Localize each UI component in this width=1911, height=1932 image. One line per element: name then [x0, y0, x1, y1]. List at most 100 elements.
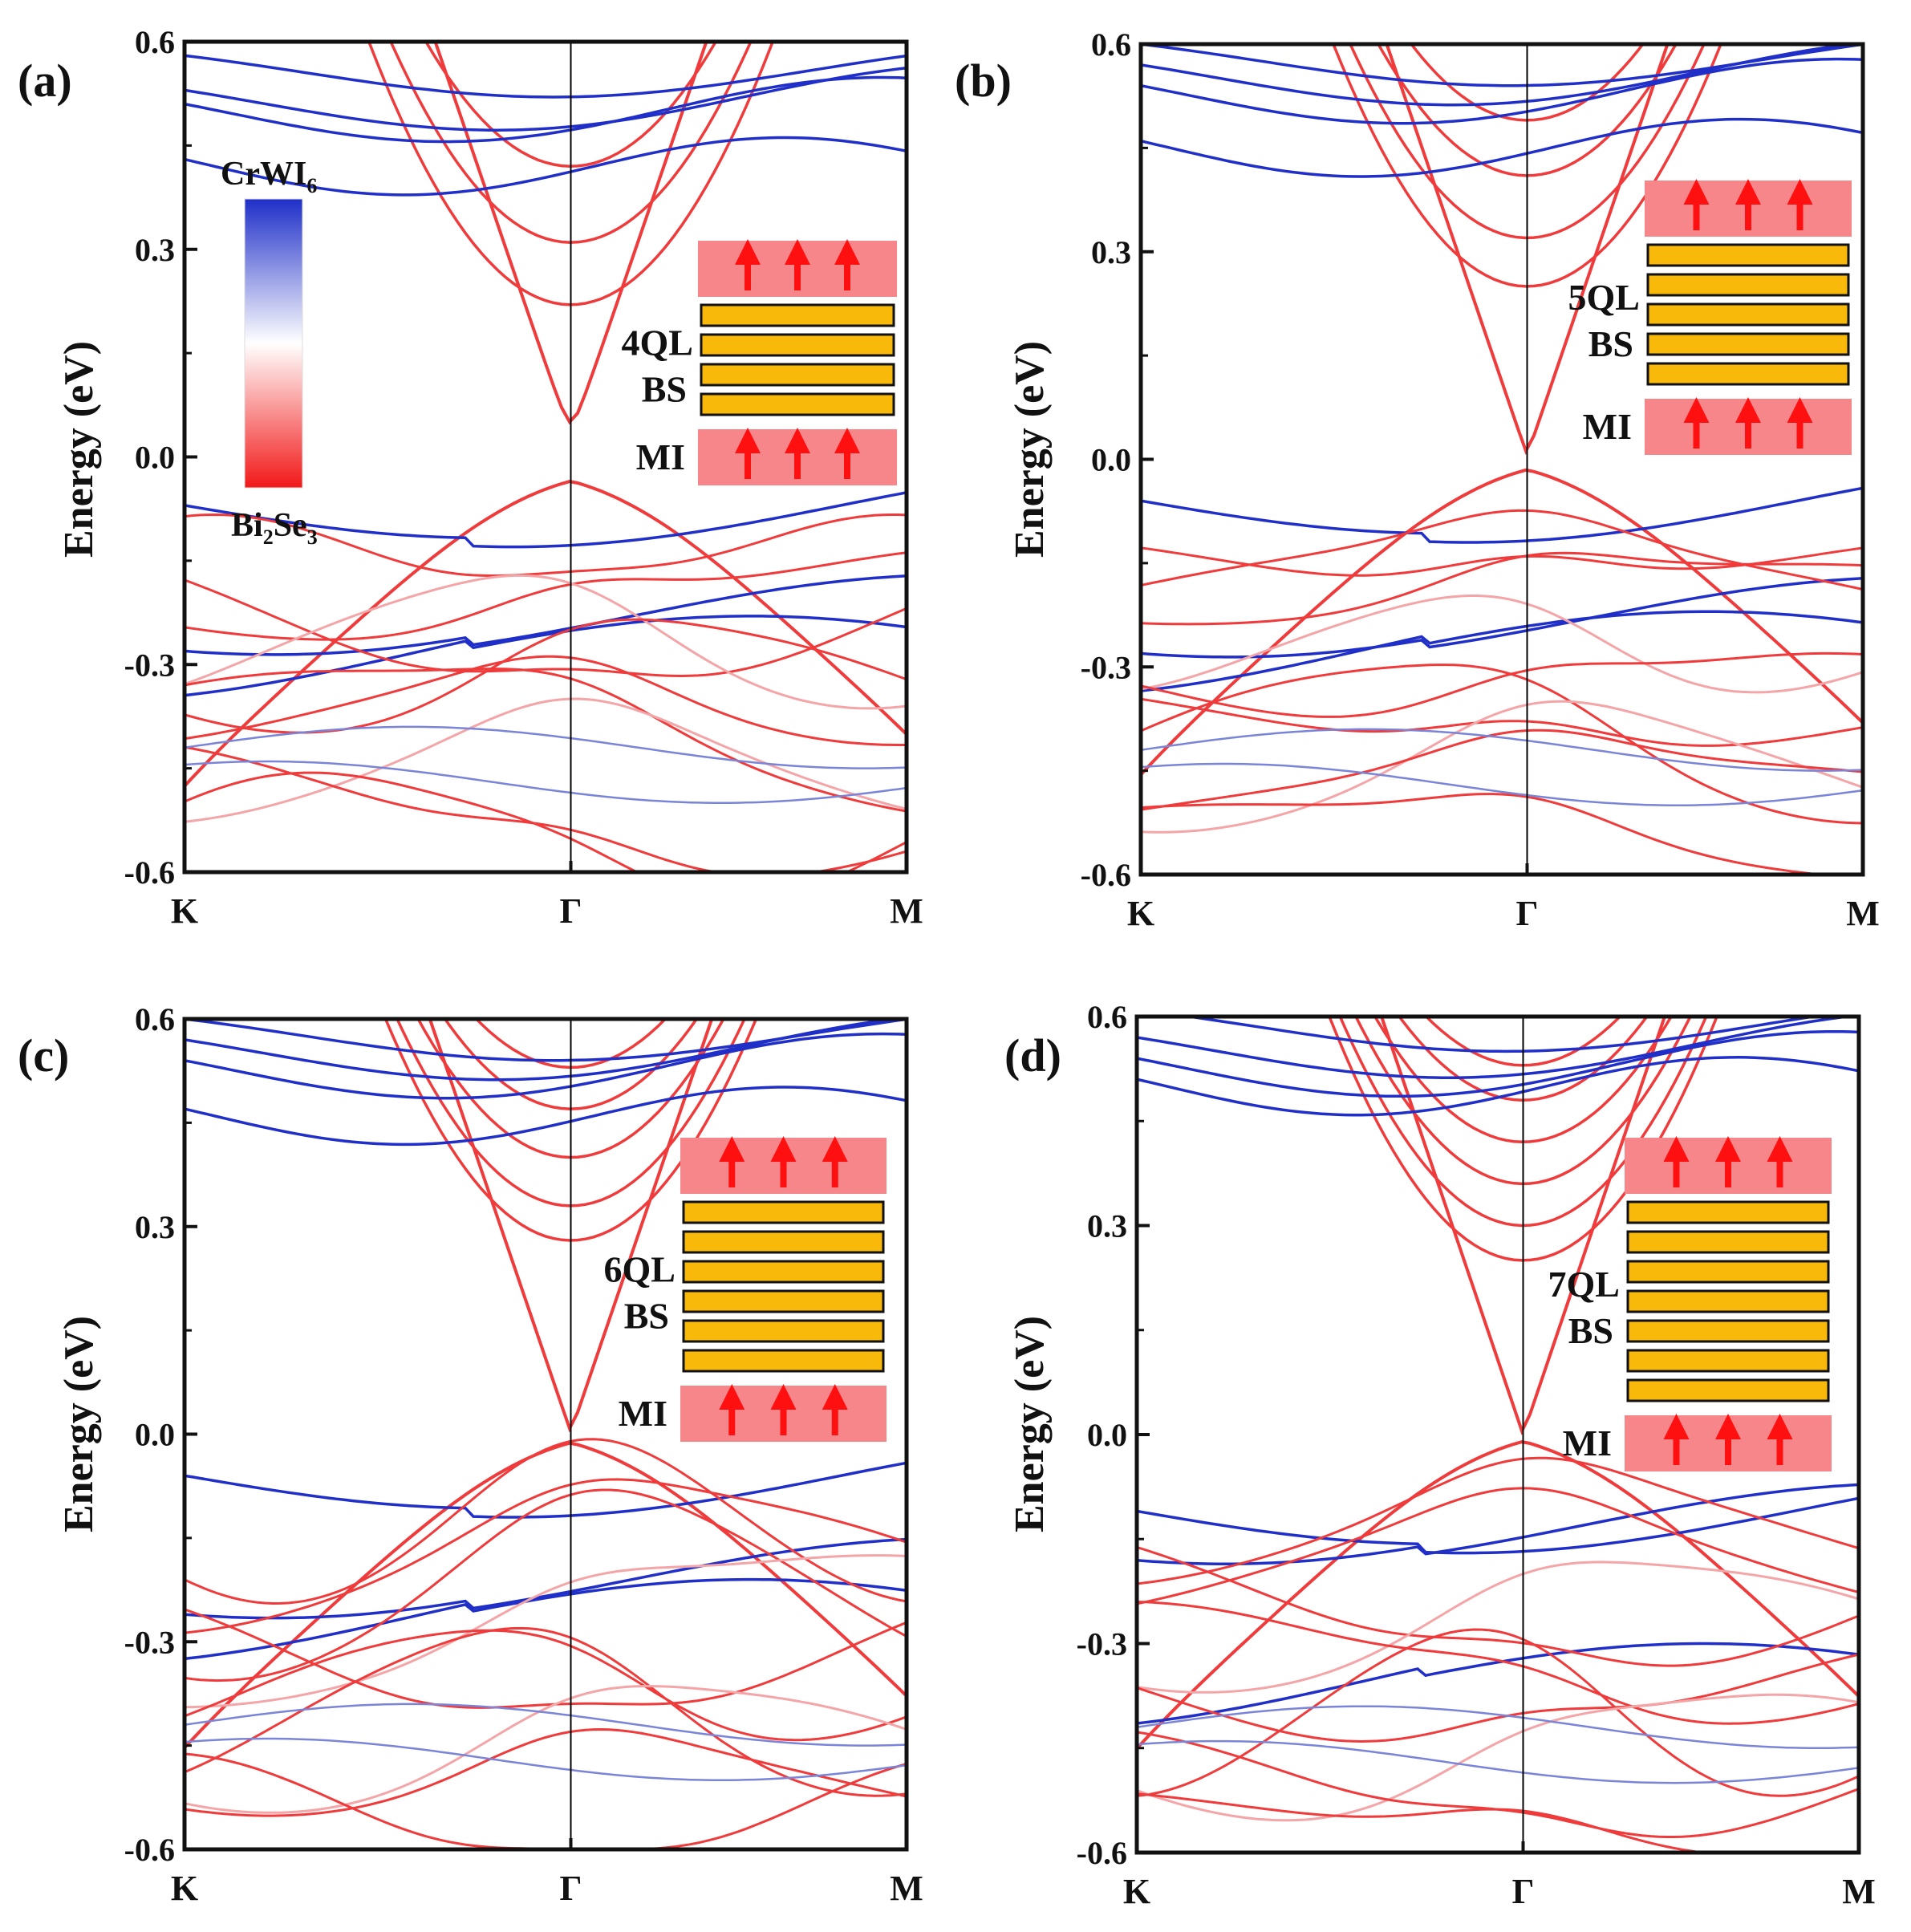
quintuple-layer	[700, 333, 895, 357]
quintuple-layer	[700, 303, 895, 327]
dirac-lower-band	[1137, 1440, 1859, 1751]
crwi6-upper-band	[185, 54, 907, 99]
crwi6-lower-band	[185, 615, 907, 697]
conduction-band	[367, 42, 774, 306]
mixed-band	[185, 725, 907, 769]
mixed-band	[1137, 1705, 1859, 1749]
y-tick-label: 0.6	[1091, 26, 1131, 63]
y-tick-label: 0.3	[135, 232, 175, 268]
crwi6-lower-band	[1137, 1496, 1859, 1555]
quintuple-layer	[1646, 332, 1850, 356]
crwi6-upper-band	[185, 136, 907, 197]
bi2se3-valence-band	[185, 1438, 907, 1605]
quintuple-layer	[682, 1230, 885, 1254]
quintuple-layer	[1626, 1260, 1830, 1284]
legend-top-label: CrWI6	[221, 156, 317, 197]
mixed-band	[1141, 762, 1863, 806]
quintuple-layer	[1626, 1230, 1830, 1254]
bi2se3-valence-band	[185, 574, 907, 710]
conduction-band	[1377, 44, 1678, 177]
bi2se3-valence-band	[185, 1727, 907, 1817]
y-tick-label: 0.6	[135, 1001, 175, 1037]
bands-3	[1137, 1017, 1859, 1853]
bi2se3-valence-band	[1141, 595, 1863, 694]
bs-label: BS	[1588, 323, 1633, 364]
conduction-band	[396, 1019, 746, 1208]
bi2se3-valence-band	[1137, 1653, 1859, 1743]
bi2se3-valence-band	[1137, 1456, 1859, 1585]
layer-count-label: 7QL	[1548, 1264, 1620, 1305]
bands-2	[185, 1019, 907, 1849]
bi2se3-valence-band	[1141, 664, 1863, 825]
color-bar-legend: CrWI6 Bi2Se3	[221, 156, 318, 549]
bi2se3-valence-band	[185, 551, 907, 641]
quintuple-layer	[1626, 1349, 1830, 1373]
bs-label: BS	[1568, 1310, 1613, 1351]
bi2se3-valence-band	[185, 697, 907, 823]
bi2se3-valence-band	[185, 1488, 907, 1682]
crwi6-lower-band	[185, 491, 907, 549]
heterostructure-inset: 6QL BS MI	[604, 1136, 887, 1442]
mi-label: MI	[636, 436, 685, 477]
bi2se3-valence-band	[1137, 1693, 1859, 1822]
mi-label: MI	[1563, 1423, 1612, 1463]
quintuple-layer	[700, 392, 895, 416]
dirac-upper-band	[428, 1019, 714, 1433]
bi2se3-valence-band	[185, 745, 907, 872]
quintuple-layer	[1646, 302, 1850, 327]
conduction-band	[416, 1019, 725, 1159]
layer-count-label: 5QL	[1568, 277, 1640, 318]
k-point-label: K	[171, 1869, 198, 1908]
panel-label: (c)	[18, 1029, 69, 1082]
crwi6-lower-band	[1137, 1642, 1859, 1725]
crwi6-upper-band	[185, 1032, 907, 1100]
crwi6-upper-band	[185, 67, 907, 132]
quintuple-layer	[682, 1200, 885, 1224]
crwi6-lower-band	[185, 1577, 907, 1661]
bi2se3-valence-band	[185, 618, 907, 734]
conduction-band	[1373, 1017, 1674, 1144]
y-tick-label: 0.0	[1091, 442, 1131, 478]
k-point-label: Γ	[1516, 894, 1539, 933]
panel-0: 0.6 0.3 0.0 -0.3 -0.6K Γ M (a) Energy (eV) 4QL BS M…	[18, 24, 923, 931]
conduction-band	[474, 1019, 667, 1070]
quintuple-layer	[1626, 1200, 1830, 1224]
quintuple-layer	[682, 1260, 885, 1284]
panel-2: 0.6 0.3 0.0 -0.3 -0.6K Γ M (c) Energy (eV) 6QL BS M…	[18, 1001, 923, 1908]
conduction-band	[1338, 1017, 1708, 1228]
mixed-band	[185, 1737, 907, 1781]
bi2se3-valence-band	[1137, 1545, 1859, 1667]
bi2se3-valence-band	[1141, 697, 1863, 747]
k-point-label: M	[890, 1869, 923, 1908]
y-tick-label: 0.6	[1087, 999, 1127, 1035]
k-point-label: M	[890, 891, 923, 931]
y-tick-label: -0.3	[124, 647, 175, 683]
conduction-band	[383, 1019, 758, 1242]
k-point-label: K	[1123, 1872, 1150, 1911]
y-tick-label: 0.3	[135, 1209, 175, 1245]
quintuple-layer	[700, 363, 895, 387]
y-tick-label: 0.0	[135, 440, 175, 476]
bs-label: BS	[642, 369, 687, 410]
bi2se3-valence-band	[1137, 1601, 1859, 1725]
crwi6-upper-band	[1141, 117, 1863, 178]
bi2se3-valence-band	[1137, 1628, 1859, 1797]
panel-3: 0.6 0.3 0.0 -0.3 -0.6K Γ M (d) Energy (eV) 7QL BS M…	[1004, 999, 1876, 1911]
heterostructure-inset: 5QL BS MI	[1568, 179, 1852, 455]
quintuple-layer	[1626, 1319, 1830, 1343]
quintuple-layer	[1646, 243, 1850, 267]
conduction-band	[389, 42, 753, 244]
y-tick-label: -0.3	[124, 1624, 175, 1660]
quintuple-layer	[682, 1319, 885, 1343]
crwi6-lower-band	[1141, 577, 1863, 659]
crwi6-upper-band	[1137, 1029, 1859, 1098]
bi2se3-valence-band	[185, 1684, 907, 1814]
bi2se3-valence-band	[1141, 509, 1863, 591]
y-axis-label: Energy (eV)	[56, 1316, 102, 1532]
quintuple-layer	[1626, 1289, 1830, 1313]
crwi6-lower-band	[1141, 610, 1863, 692]
bi2se3-valence-band	[185, 1478, 907, 1634]
k-point-label: Γ	[560, 891, 582, 931]
y-tick-label: 0.0	[1087, 1417, 1127, 1453]
